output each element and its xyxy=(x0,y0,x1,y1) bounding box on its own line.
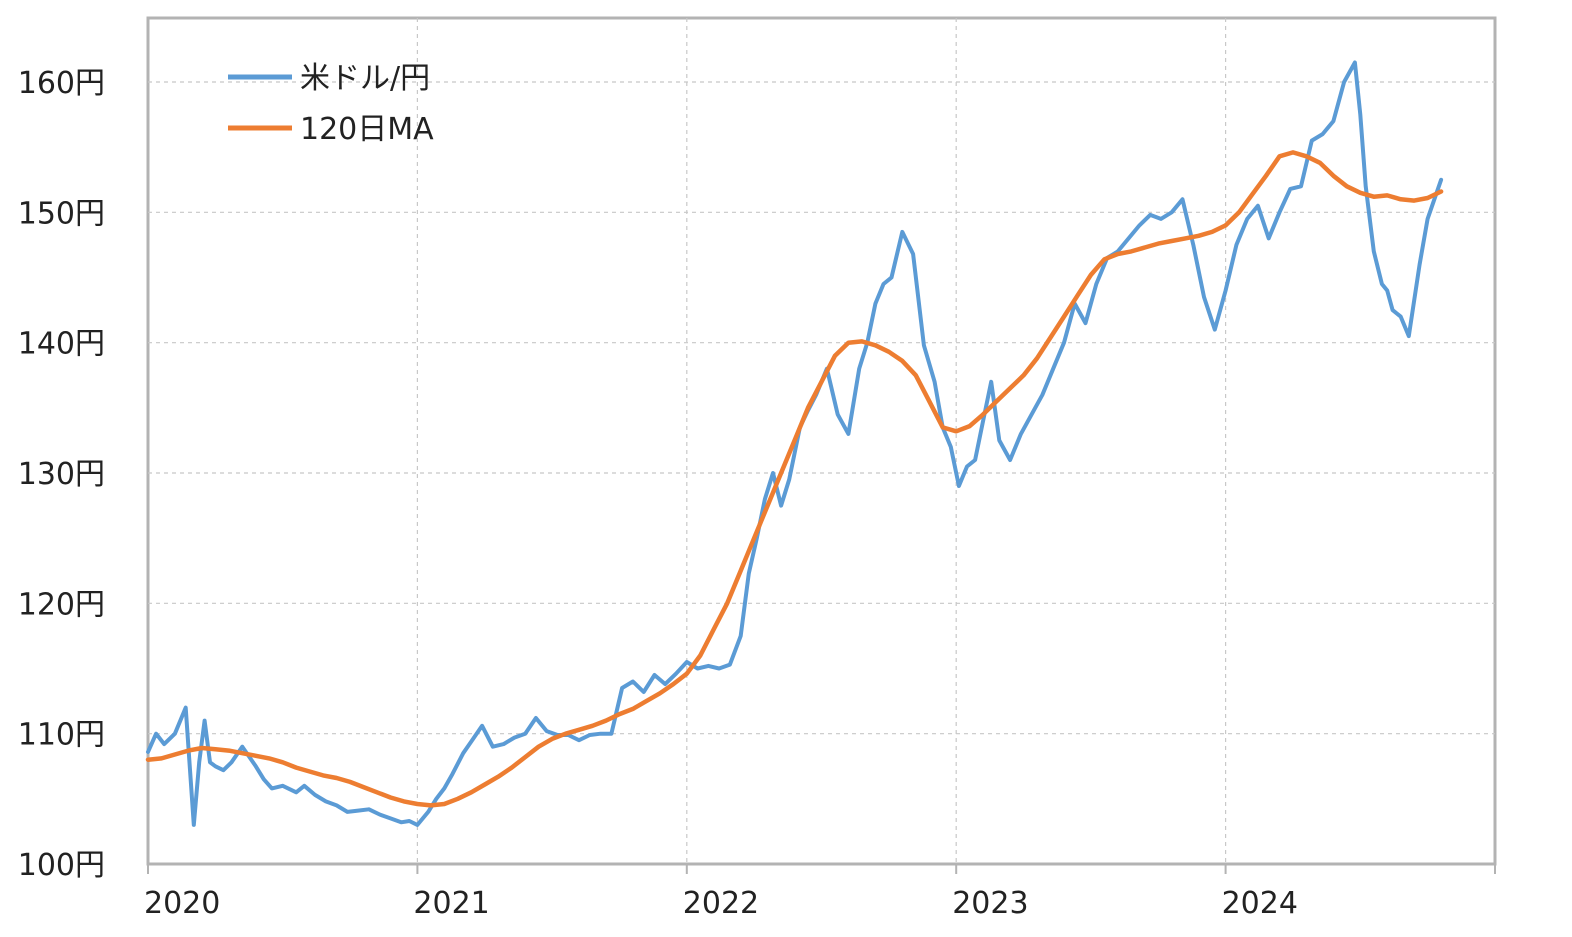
plot-area xyxy=(146,16,1497,866)
y-tick-label: 150円 xyxy=(18,196,105,231)
y-tick-label: 100円 xyxy=(18,848,105,883)
legend-label: 120日MA xyxy=(300,112,434,147)
y-tick-label: 130円 xyxy=(18,457,105,492)
x-tick-label: 2021 xyxy=(413,886,489,921)
x-tick-label: 2023 xyxy=(952,886,1028,921)
x-tick-label: 2022 xyxy=(683,886,759,921)
x-tick-label: 2024 xyxy=(1222,886,1298,921)
y-tick-label: 140円 xyxy=(18,327,105,362)
series-line-ma120 xyxy=(145,150,1444,808)
series-line-usd-jpy xyxy=(146,60,1444,827)
x-axis-ticks: 2020 2021 2022 2023 2024 xyxy=(144,864,1496,921)
grid-lines xyxy=(148,18,1495,864)
series-lines xyxy=(145,60,1444,827)
y-axis-ticks: 100円 110円 120円 130円 140円 150円 160円 xyxy=(18,66,105,883)
legend: 米ドル/円 120日MA xyxy=(228,61,434,147)
y-tick-label: 110円 xyxy=(18,718,105,753)
x-tick-label: 2020 xyxy=(144,886,220,921)
y-tick-label: 120円 xyxy=(18,587,105,622)
y-tick-label: 160円 xyxy=(18,66,105,101)
legend-label: 米ドル/円 xyxy=(300,61,430,96)
